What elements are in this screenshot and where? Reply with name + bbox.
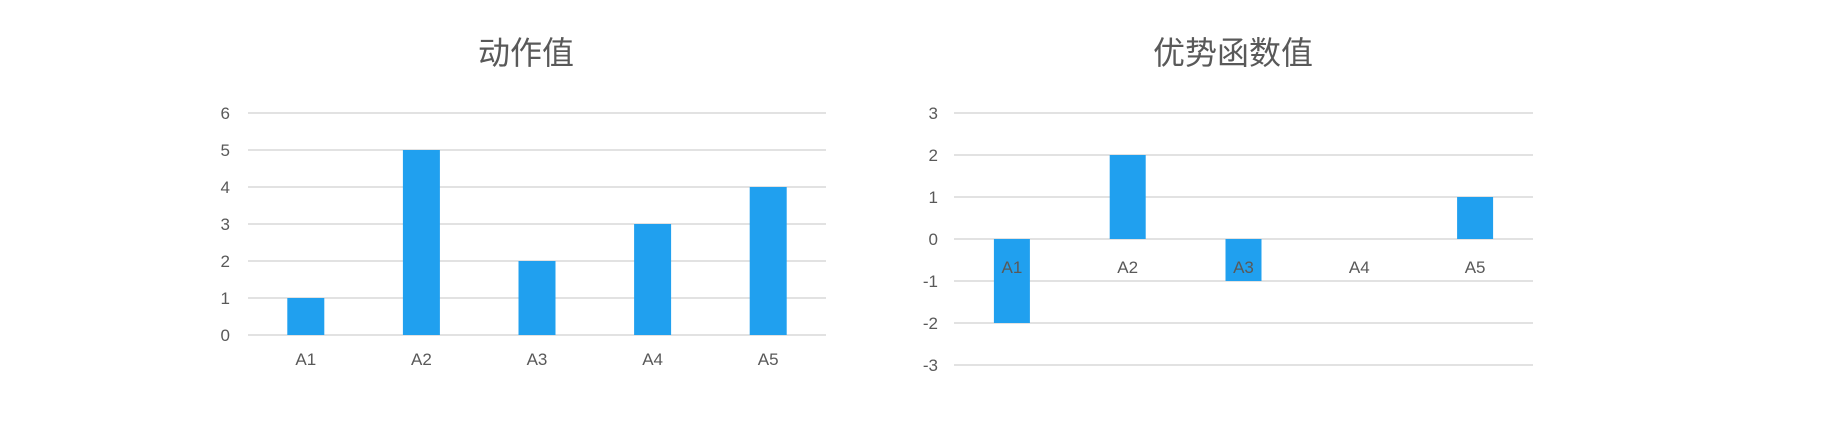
x-tick-label: A5	[1465, 258, 1486, 277]
bars	[993, 155, 1494, 323]
y-tick-label: 3	[221, 215, 230, 234]
gridlines	[954, 112, 1533, 366]
bar-a1	[287, 298, 325, 335]
bar-a5	[1457, 197, 1494, 239]
x-tick-label: A3	[1233, 258, 1254, 277]
y-tick-label: 6	[221, 104, 230, 123]
x-tick-label: A1	[295, 350, 316, 369]
chart-title-action-value: 动作值	[478, 35, 574, 71]
bar-a4	[634, 224, 672, 335]
y-tick-label: 4	[221, 178, 230, 197]
y-tick-label: 1	[221, 289, 230, 308]
x-tick-label: A3	[527, 350, 548, 369]
y-tick-label: -2	[923, 314, 938, 333]
bar-a2	[1109, 155, 1146, 239]
y-tick-label: 0	[929, 230, 938, 249]
x-axis-ticks: A1 A2 A3 A4 A5	[295, 350, 778, 369]
y-tick-label: 2	[929, 146, 938, 165]
y-tick-label: 0	[221, 326, 230, 345]
x-axis-ticks: A1 A2 A3 A4 A5	[1002, 258, 1486, 277]
bar-a5	[749, 187, 787, 335]
y-axis-ticks: -3 -2 -1 0 1 2 3	[923, 104, 938, 375]
x-tick-label: A1	[1002, 258, 1023, 277]
y-tick-label: 3	[929, 104, 938, 123]
y-tick-label: 5	[221, 141, 230, 160]
bar-a3	[1225, 239, 1262, 281]
advantage-value-chart: 优势函数值 -3 -2 -1 0 1 2 3 A1 A2 A3 A4 A5	[923, 35, 1533, 375]
bar-a1	[993, 239, 1030, 323]
bar-a3	[518, 261, 556, 335]
y-axis-ticks: 0 1 2 3 4 5 6	[221, 104, 230, 345]
y-tick-label: 1	[929, 188, 938, 207]
x-tick-label: A4	[642, 350, 663, 369]
x-tick-label: A2	[411, 350, 432, 369]
x-tick-label: A2	[1117, 258, 1138, 277]
chart-title-advantage-value: 优势函数值	[1153, 35, 1313, 71]
bar-a2	[402, 150, 440, 335]
x-tick-label: A4	[1349, 258, 1370, 277]
action-value-chart: 动作值 0 1 2 3 4 5 6 A1 A2 A3 A4 A5	[221, 35, 826, 369]
x-tick-label: A5	[758, 350, 779, 369]
bars	[287, 150, 787, 335]
y-tick-label: -1	[923, 272, 938, 291]
y-tick-label: 2	[221, 252, 230, 271]
y-tick-label: -3	[923, 356, 938, 375]
